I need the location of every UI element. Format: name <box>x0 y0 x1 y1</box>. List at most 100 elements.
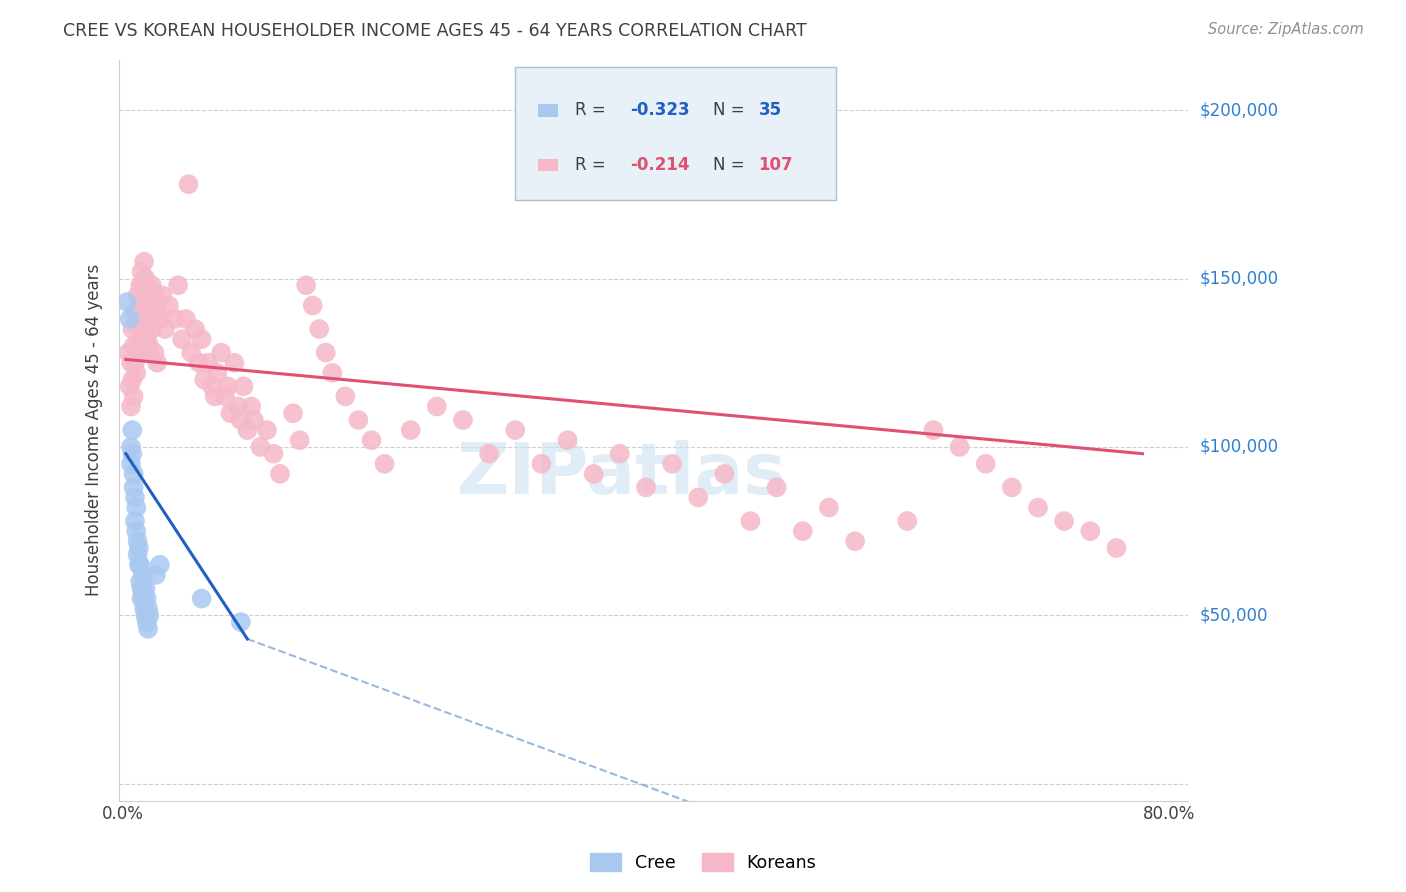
Point <box>713 467 735 481</box>
Point <box>219 406 242 420</box>
Point <box>136 622 159 636</box>
Point <box>134 322 156 336</box>
Point <box>1026 500 1049 515</box>
Point <box>263 447 285 461</box>
Point <box>740 514 762 528</box>
Point <box>190 332 212 346</box>
Point <box>124 356 146 370</box>
Point <box>149 312 172 326</box>
Point <box>688 491 710 505</box>
Point <box>1105 541 1128 555</box>
Point <box>131 582 153 596</box>
Point <box>149 558 172 572</box>
Point <box>124 491 146 505</box>
Point <box>127 339 149 353</box>
Point <box>132 568 155 582</box>
Point <box>1001 480 1024 494</box>
Point <box>141 322 163 336</box>
Point <box>399 423 422 437</box>
Point <box>118 379 141 393</box>
Point <box>132 332 155 346</box>
Point <box>243 413 266 427</box>
Point <box>229 615 252 629</box>
Point <box>281 406 304 420</box>
Point <box>153 322 176 336</box>
Point <box>135 332 157 346</box>
Point <box>177 178 200 192</box>
Bar <box>538 159 558 171</box>
Point <box>129 574 152 589</box>
Point <box>131 312 153 326</box>
Point <box>224 356 246 370</box>
Text: $50,000: $50,000 <box>1199 607 1268 624</box>
Text: 35: 35 <box>759 101 782 120</box>
Point <box>818 500 841 515</box>
Text: -0.214: -0.214 <box>630 156 690 174</box>
Point <box>582 467 605 481</box>
Point <box>138 298 160 312</box>
Point <box>120 400 142 414</box>
Point <box>128 558 150 572</box>
Point <box>132 584 155 599</box>
Point <box>129 278 152 293</box>
Text: ZIPatlas: ZIPatlas <box>457 440 787 509</box>
Point <box>128 298 150 312</box>
Point <box>120 440 142 454</box>
Point <box>146 356 169 370</box>
Point <box>249 440 271 454</box>
Point <box>138 608 160 623</box>
Point <box>226 400 249 414</box>
Point <box>122 467 145 481</box>
Point <box>124 514 146 528</box>
Point <box>143 288 166 302</box>
Point <box>896 514 918 528</box>
Point <box>1078 524 1101 538</box>
Point <box>129 558 152 572</box>
Text: CREE VS KOREAN HOUSEHOLDER INCOME AGES 45 - 64 YEARS CORRELATION CHART: CREE VS KOREAN HOUSEHOLDER INCOME AGES 4… <box>63 22 807 40</box>
Point <box>201 379 224 393</box>
Point <box>347 413 370 427</box>
Text: $150,000: $150,000 <box>1199 269 1278 287</box>
Point <box>124 305 146 319</box>
Point <box>122 480 145 494</box>
Point <box>190 591 212 606</box>
Text: 107: 107 <box>759 156 793 174</box>
Point <box>478 447 501 461</box>
Point <box>315 345 337 359</box>
Bar <box>538 104 558 117</box>
Point <box>1053 514 1076 528</box>
Point <box>132 601 155 615</box>
Point <box>301 298 323 312</box>
Point <box>138 339 160 353</box>
Point <box>134 582 156 596</box>
Point <box>167 278 190 293</box>
Point <box>922 423 945 437</box>
Point <box>129 322 152 336</box>
Point <box>170 332 193 346</box>
Point <box>128 541 150 555</box>
Text: $200,000: $200,000 <box>1199 101 1278 120</box>
Point <box>207 366 229 380</box>
Point <box>145 568 167 582</box>
Point <box>321 366 343 380</box>
Point <box>948 440 970 454</box>
Point <box>188 356 211 370</box>
Point <box>197 356 219 370</box>
Point <box>180 345 202 359</box>
Point <box>609 447 631 461</box>
Point <box>256 423 278 437</box>
Point <box>209 345 232 359</box>
Point <box>136 288 159 302</box>
Point <box>127 288 149 302</box>
Point <box>229 413 252 427</box>
Point <box>136 601 159 615</box>
Point <box>118 312 141 326</box>
Text: -0.323: -0.323 <box>630 101 690 120</box>
Point <box>136 345 159 359</box>
Point <box>117 345 139 359</box>
Point <box>143 345 166 359</box>
Point <box>146 305 169 319</box>
Point <box>152 288 174 302</box>
Text: R =: R = <box>575 101 610 120</box>
Point <box>134 271 156 285</box>
